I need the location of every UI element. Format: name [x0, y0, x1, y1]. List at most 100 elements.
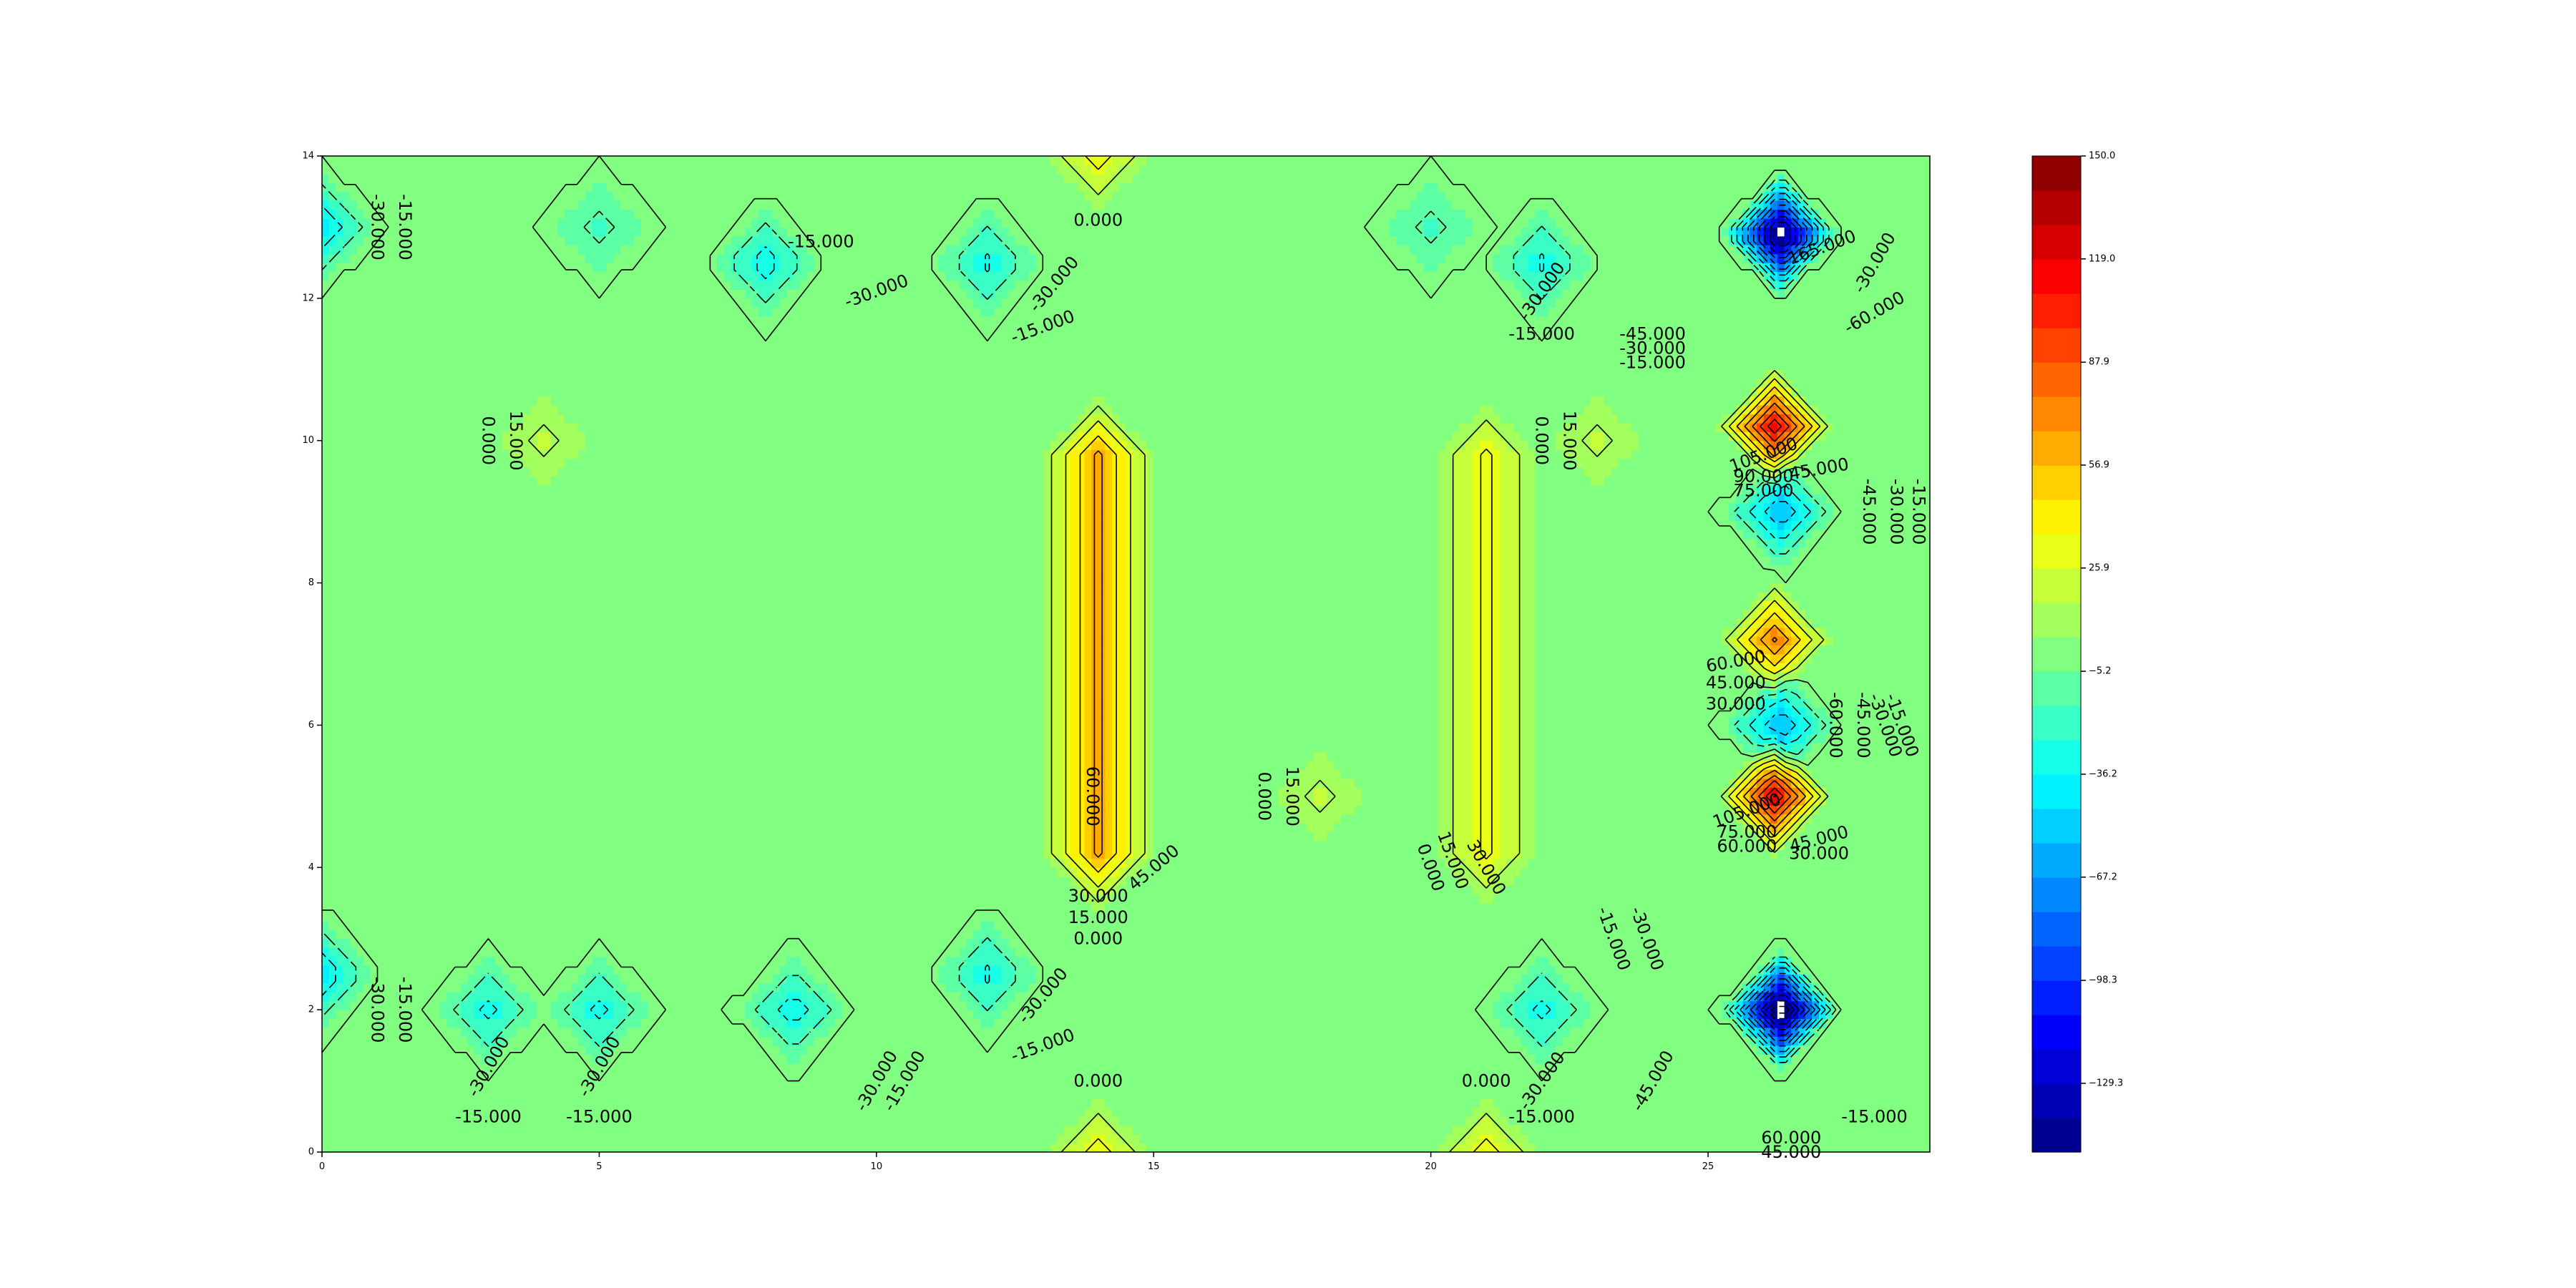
contour-cell [329, 405, 336, 414]
contour-cell [322, 343, 329, 352]
contour-cell [371, 947, 378, 957]
contour-cell [350, 379, 357, 388]
contour-cell [356, 245, 364, 254]
contour-cell [391, 574, 399, 583]
contour-cell [391, 903, 399, 912]
contour-cell [364, 939, 371, 948]
contour-cell [322, 663, 329, 672]
contour-cell [343, 1072, 350, 1081]
contour-cell [322, 565, 329, 575]
contour-cell [329, 592, 336, 601]
contour-cell [322, 672, 329, 681]
contour-cell [371, 351, 378, 361]
contour-cell [336, 618, 343, 628]
contour-cell [350, 494, 357, 503]
contour-cell [356, 218, 364, 228]
contour-cell [343, 663, 350, 672]
contour-cell [350, 325, 357, 334]
contour-cell [371, 298, 378, 308]
contour-cell [391, 503, 399, 512]
contour-cell [336, 503, 343, 512]
contour-cell [378, 645, 385, 655]
contour-cell [371, 272, 378, 281]
contour-cell [371, 325, 378, 334]
contour-cell [343, 974, 350, 983]
contour-cell [322, 1108, 329, 1117]
contour-cell [329, 680, 336, 690]
contour-cell [391, 912, 399, 921]
contour-cell [391, 1126, 399, 1135]
contour-cell [322, 1063, 329, 1073]
contour-cell [378, 1143, 385, 1153]
contour-cell [391, 859, 399, 868]
contour-cell [391, 379, 399, 388]
contour-cell [343, 698, 350, 708]
contour-cell [371, 174, 378, 183]
contour-cell [350, 583, 357, 592]
contour-cell [384, 1098, 391, 1108]
contour-cell [350, 387, 357, 396]
contour-cell [322, 227, 329, 236]
contour-cell [378, 494, 385, 503]
contour-cell [356, 974, 364, 983]
contour-cell [350, 1090, 357, 1099]
contour-cell [336, 1063, 343, 1073]
contour-cell [336, 289, 343, 298]
contour-cell [384, 423, 391, 432]
contour-cell [391, 734, 399, 743]
contour-cell [356, 859, 364, 868]
contour-cell [336, 974, 343, 983]
contour-cell [364, 654, 371, 663]
contour-cell [378, 449, 385, 459]
contour-cell [329, 885, 336, 894]
contour-cell [364, 503, 371, 512]
contour-cell [350, 192, 357, 201]
contour-cell [350, 947, 357, 957]
contour-cell [350, 743, 357, 752]
contour-cell [384, 592, 391, 601]
contour-cell [371, 752, 378, 761]
contour-cell [343, 467, 350, 477]
contour-cell [343, 1098, 350, 1108]
contour-cell [322, 263, 329, 272]
contour-cell [350, 405, 357, 414]
contour-cell [378, 787, 385, 796]
contour-cell [378, 530, 385, 539]
contour-cell [343, 343, 350, 352]
contour-cell [336, 592, 343, 601]
contour-cell [364, 894, 371, 904]
contour-cell [343, 441, 350, 450]
contour-cell [378, 877, 385, 886]
contour-cell [371, 565, 378, 575]
contour-cell [329, 814, 336, 824]
contour-cell [356, 210, 364, 219]
contour-cell [364, 396, 371, 406]
contour-cell [356, 894, 364, 904]
contour-cell [336, 210, 343, 219]
contour-cell [391, 156, 399, 165]
contour-cell [384, 690, 391, 699]
contour-cell [329, 574, 336, 583]
contour-cell [329, 538, 336, 547]
contour-cell [322, 530, 329, 539]
contour-cell [399, 1098, 406, 1108]
contour-cell [343, 672, 350, 681]
contour-cell [371, 743, 378, 752]
contour-cell [343, 743, 350, 752]
contour-cell [378, 823, 385, 832]
contour-cell [391, 600, 399, 610]
contour-cell [399, 1045, 406, 1055]
contour-cell [364, 636, 371, 645]
contour-cell [356, 814, 364, 824]
contour-cell [384, 325, 391, 334]
contour-cell [371, 1116, 378, 1126]
contour-cell [371, 725, 378, 734]
contour-cell [378, 1126, 385, 1135]
contour-cell [322, 307, 329, 316]
contour-cell [391, 467, 399, 477]
contour-cell [350, 316, 357, 326]
contour-cell [378, 690, 385, 699]
contour-cell [364, 165, 371, 174]
contour-cell [364, 743, 371, 752]
contour-cell [371, 867, 378, 877]
